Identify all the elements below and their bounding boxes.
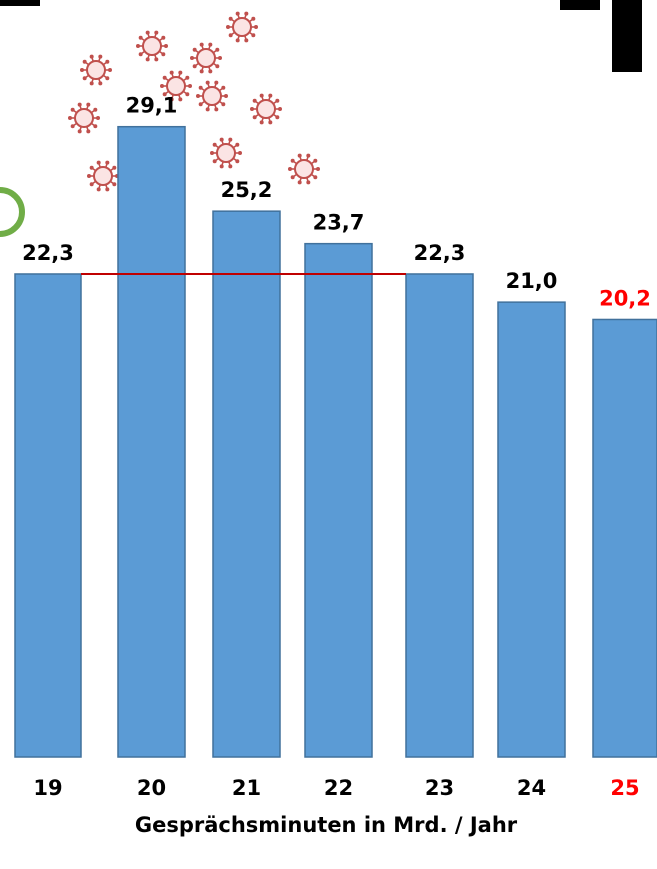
bar-22 [304, 242, 373, 758]
bar-23 [405, 273, 474, 758]
x-axis-label: Gesprächsminuten in Mrd. / Jahr [135, 813, 518, 837]
category-label-22: 22 [324, 776, 353, 800]
virus-icon [210, 137, 242, 169]
virus-icon [80, 54, 112, 86]
value-label-22: 23,7 [313, 211, 365, 235]
value-label-24: 21,0 [506, 269, 558, 293]
virus-icon [136, 30, 168, 62]
virus-icon [160, 70, 192, 102]
category-label-21: 21 [232, 776, 261, 800]
bar-19 [14, 273, 82, 758]
virus-icon [250, 93, 282, 125]
value-labels: 22,3 29,1 25,2 23,7 22,3 21,0 20,2 [22, 94, 651, 311]
value-label-23: 22,3 [414, 241, 466, 265]
virus-icon [226, 11, 258, 43]
virus-icon [87, 160, 119, 192]
value-label-21: 25,2 [221, 178, 273, 202]
virus-icon [190, 42, 222, 74]
value-label-20: 29,1 [126, 94, 178, 118]
category-label-19: 19 [33, 776, 62, 800]
virus-icon [288, 153, 320, 185]
category-labels: 19 20 21 22 23 24 25 [33, 776, 639, 800]
virus-icon [196, 80, 228, 112]
cropped-title-fragments [0, 0, 642, 72]
category-label-25: 25 [610, 776, 639, 800]
category-label-23: 23 [425, 776, 454, 800]
virus-icon [68, 102, 100, 134]
bar-20 [117, 125, 186, 758]
bar-25 [592, 318, 657, 758]
value-label-19: 22,3 [22, 241, 74, 265]
bar-24 [497, 301, 566, 758]
virus-decorations [68, 11, 320, 192]
category-label-20: 20 [137, 776, 166, 800]
value-label-25: 20,2 [599, 286, 651, 310]
category-label-24: 24 [517, 776, 546, 800]
bar-21 [212, 210, 281, 758]
bars [14, 125, 657, 758]
green-arc-decoration [0, 187, 25, 237]
